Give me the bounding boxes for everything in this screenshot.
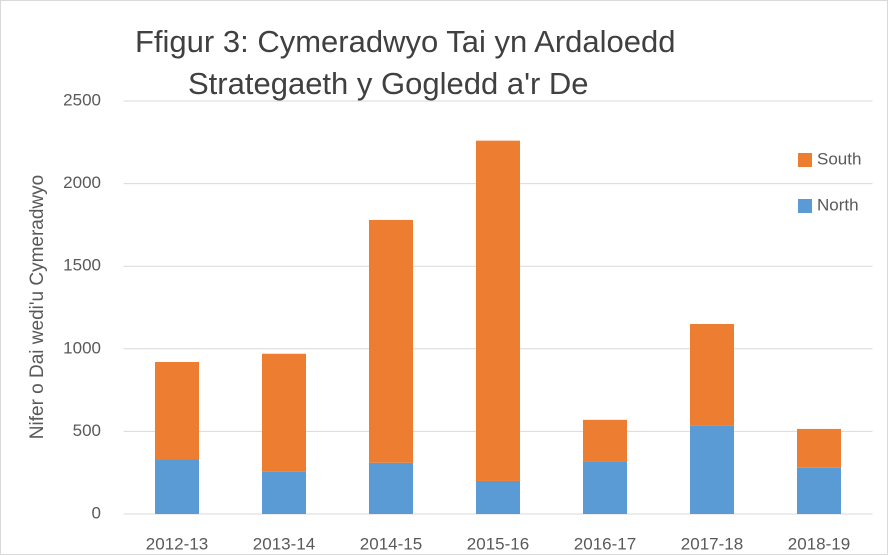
bar-segment xyxy=(690,324,734,426)
bar-segment xyxy=(797,467,841,514)
legend-label: South xyxy=(817,149,861,168)
bar-segment xyxy=(155,459,199,514)
y-tick-label: 1000 xyxy=(63,338,101,357)
bar-segment xyxy=(262,471,306,514)
legend-swatch xyxy=(798,153,812,167)
x-tick-label: 2012-13 xyxy=(146,534,208,553)
y-tick-label: 1500 xyxy=(63,256,101,275)
x-tick-label: 2017-18 xyxy=(681,534,743,553)
chart-title: Strategaeth y Gogledd a'r De xyxy=(188,66,589,101)
bar-segment xyxy=(262,353,306,472)
x-tick-label: 2015-16 xyxy=(467,534,529,553)
legend-swatch xyxy=(798,199,812,213)
y-tick-label: 2000 xyxy=(63,173,101,192)
bar-segment xyxy=(369,462,413,514)
bar-segment xyxy=(690,425,734,514)
x-tick-label: 2013-14 xyxy=(253,534,315,553)
legend-label: North xyxy=(817,195,859,214)
bar-segment xyxy=(476,140,520,481)
y-tick-label: 0 xyxy=(92,503,101,522)
x-tick-label: 2018-19 xyxy=(788,534,850,553)
x-tick-label: 2014-15 xyxy=(360,534,422,553)
y-tick-label: 500 xyxy=(73,421,101,440)
y-tick-label: 2500 xyxy=(63,90,101,109)
bar-segment xyxy=(797,428,841,468)
bar-segment xyxy=(476,480,520,514)
bar-segment xyxy=(369,219,413,463)
bar-segment xyxy=(583,461,627,514)
y-axis-label: Nifer o Dai wedi'u Cymeradwyo xyxy=(27,175,48,439)
bar-segment xyxy=(583,419,627,462)
bar-segment xyxy=(155,362,199,460)
chart-title: Ffigur 3: Cymeradwyo Tai yn Ardaloedd xyxy=(135,24,675,59)
x-tick-label: 2016-17 xyxy=(574,534,636,553)
